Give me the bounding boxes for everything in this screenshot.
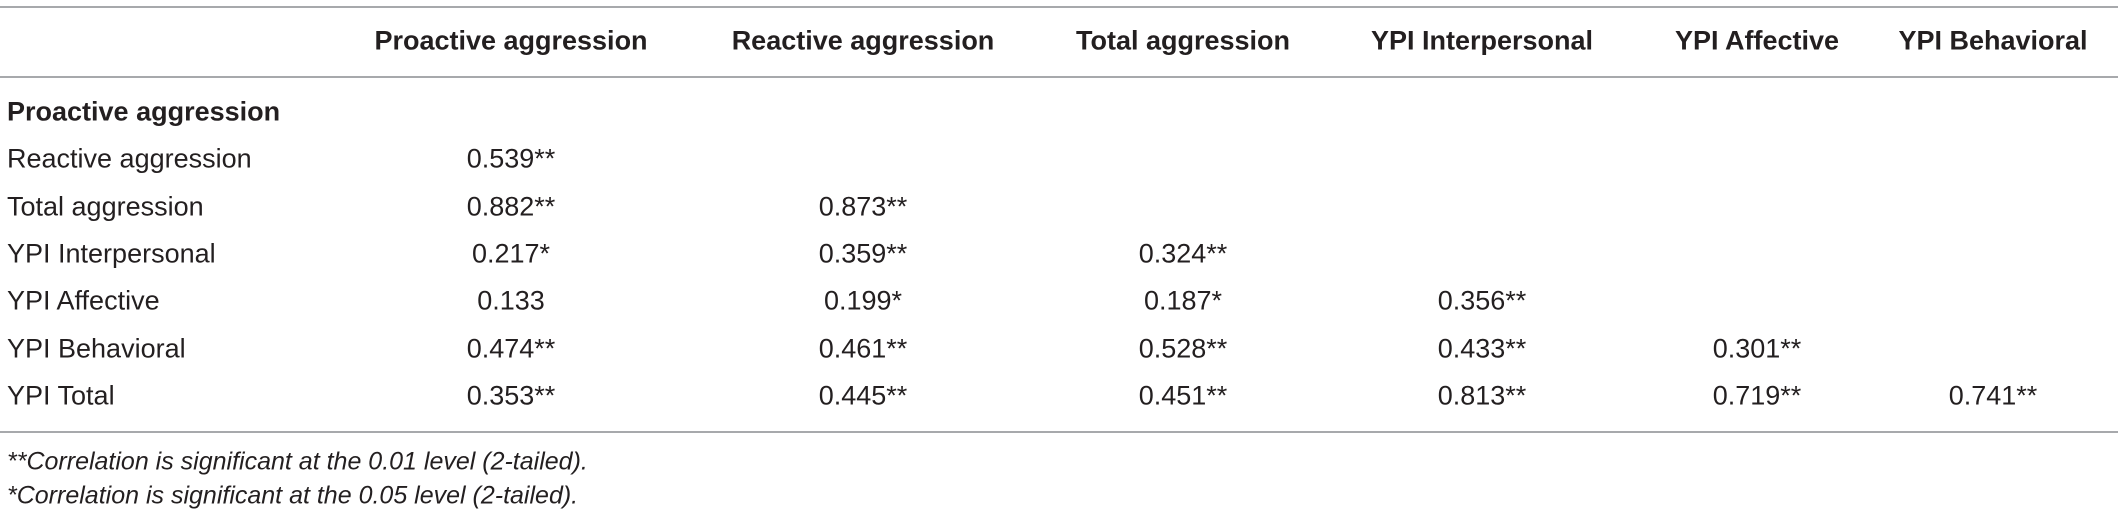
- row-label: Total aggression: [7, 191, 204, 222]
- cell-value: 0.133: [477, 285, 545, 316]
- row-label: YPI Interpersonal: [7, 238, 216, 269]
- cell-value: 0.199*: [823, 285, 903, 316]
- cell-value: 0.301**: [1712, 333, 1802, 363]
- cell-value: 0.528**: [1138, 333, 1228, 363]
- column-header: Proactive aggression: [374, 25, 648, 56]
- footnote: **Correlation is significant at the 0.01…: [7, 447, 588, 476]
- column-header: YPI Behavioral: [1898, 25, 2088, 56]
- cell-value: 0.873**: [818, 191, 908, 222]
- row-label: YPI Behavioral: [7, 333, 186, 363]
- cell-value: 0.474**: [466, 333, 556, 363]
- column-header: YPI Interpersonal: [1370, 25, 1594, 56]
- cell-value: 0.882**: [466, 191, 556, 222]
- row-label: Reactive aggression: [7, 143, 252, 174]
- header-rule: [0, 76, 2118, 78]
- column-header: Total aggression: [1075, 25, 1291, 56]
- cell-value: 0.353**: [466, 380, 556, 411]
- cell-value: 0.217*: [471, 238, 551, 269]
- cell-value: 0.451**: [1138, 380, 1228, 411]
- cell-value: 0.741**: [1948, 380, 2038, 411]
- cell-value: 0.539**: [466, 143, 556, 174]
- cell-value: 0.359**: [818, 238, 908, 269]
- top-rule: [0, 6, 2118, 8]
- row-label: Proactive aggression: [7, 96, 281, 127]
- row-label: YPI Affective: [7, 285, 160, 316]
- cell-value: 0.187*: [1143, 285, 1223, 316]
- footnote: *Correlation is significant at the 0.05 …: [7, 481, 579, 510]
- column-header: Reactive aggression: [731, 25, 995, 56]
- row-label: YPI Total: [7, 380, 115, 411]
- cell-value: 0.433**: [1437, 333, 1527, 363]
- column-header: YPI Affective: [1674, 25, 1840, 56]
- cell-value: 0.813**: [1437, 380, 1527, 411]
- cell-value: 0.719**: [1712, 380, 1802, 411]
- cell-value: 0.461**: [818, 333, 908, 363]
- cell-value: 0.356**: [1437, 285, 1527, 316]
- cell-value: 0.324**: [1138, 238, 1228, 269]
- bottom-rule: [0, 431, 2118, 433]
- cell-value: 0.445**: [818, 380, 908, 411]
